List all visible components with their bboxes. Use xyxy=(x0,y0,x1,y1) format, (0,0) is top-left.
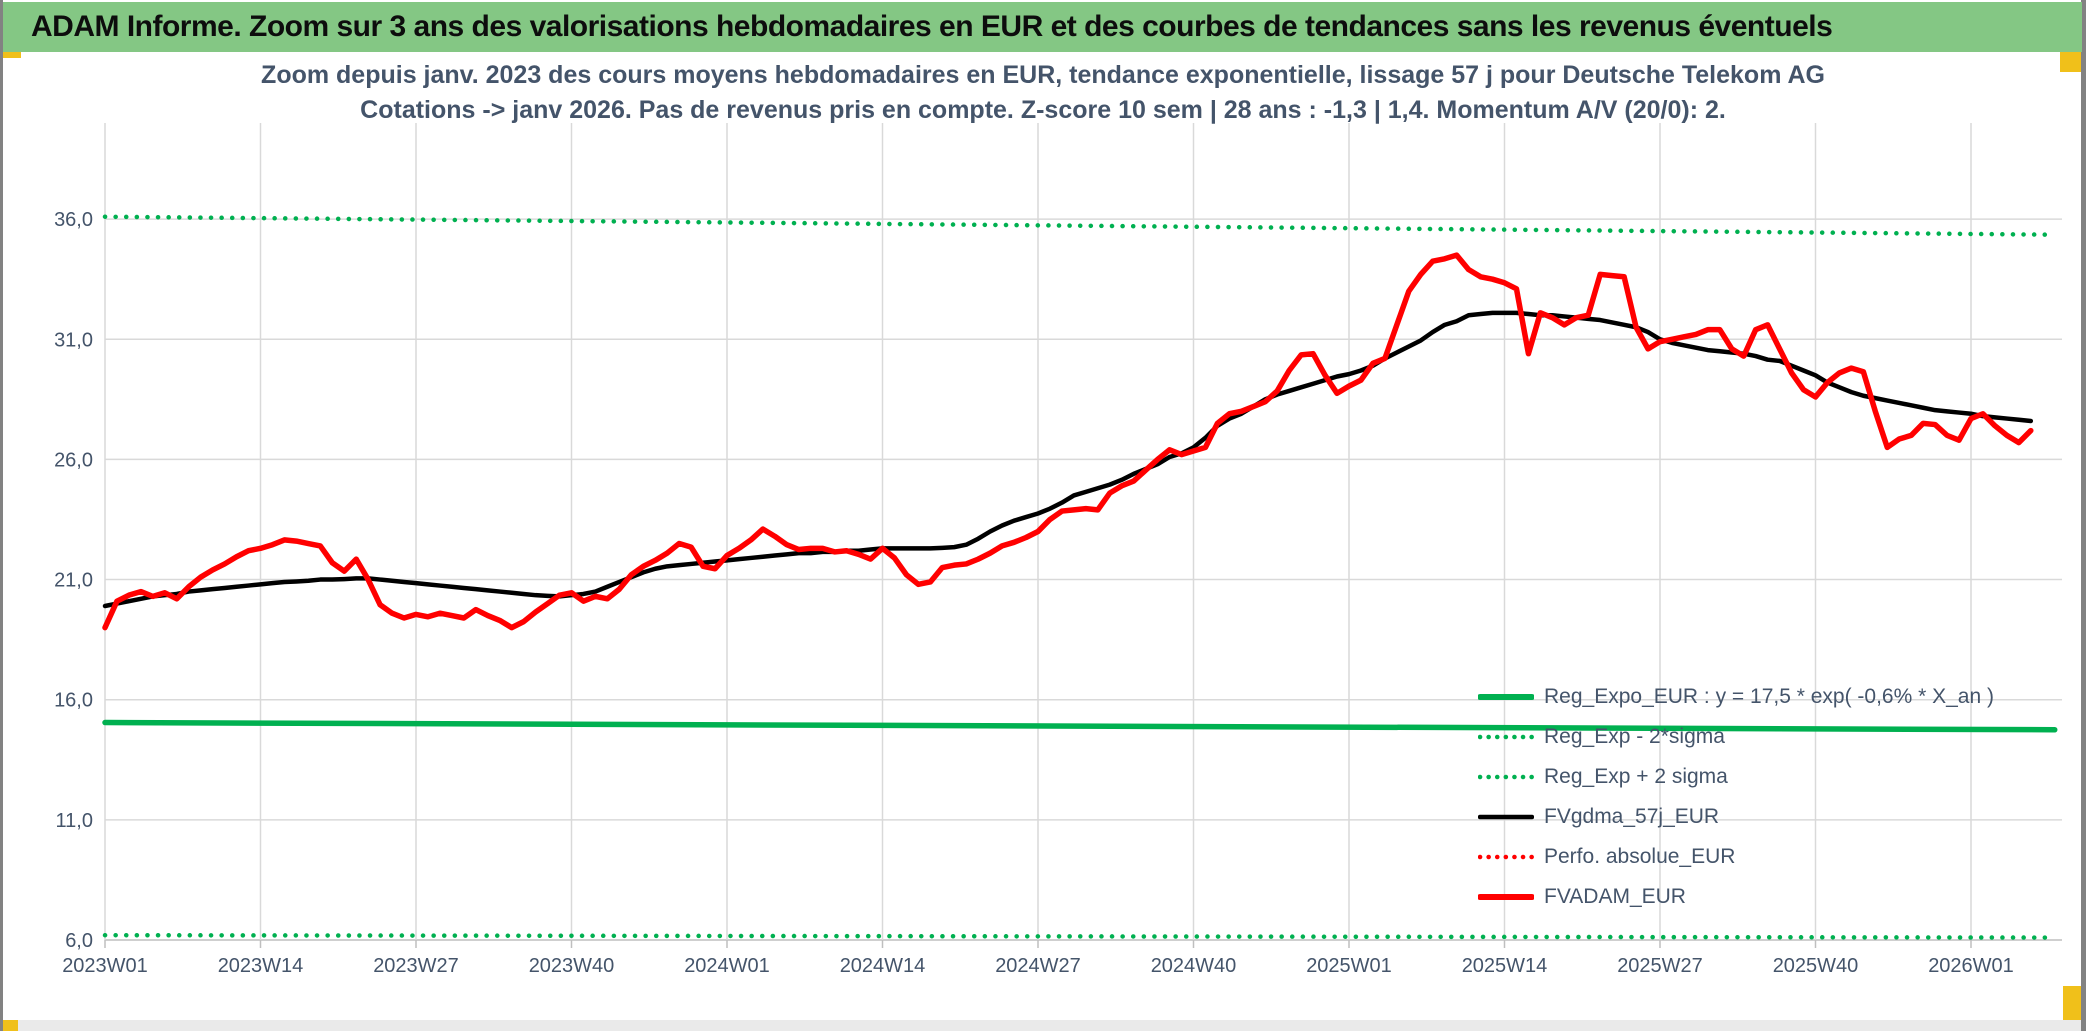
x-axis-label-2023W01: 2023W01 xyxy=(62,955,148,977)
legend-label: Perfo. absolue_EUR xyxy=(1544,845,1736,868)
legend-swatch-solid-thick-icon xyxy=(1478,694,1534,700)
x-axis-label-2024W14: 2024W14 xyxy=(840,955,926,977)
x-axis-label-2024W40: 2024W40 xyxy=(1151,955,1237,977)
y-axis-label-26,0: 26,0 xyxy=(54,449,93,471)
x-axis-label-2023W14: 2023W14 xyxy=(218,955,304,977)
x-axis-label-2025W01: 2025W01 xyxy=(1306,955,1392,977)
series-line-Reg_Exp-2-sigma[interactable] xyxy=(102,932,2057,940)
chart-title-line1: Zoom depuis janv. 2023 des cours moyens … xyxy=(261,61,1825,89)
x-axis-label-2024W01: 2024W01 xyxy=(684,955,770,977)
series-line-Reg_Exp-2-sigma[interactable] xyxy=(102,214,2057,237)
legend-label: Reg_Exp + 2 sigma xyxy=(1544,765,1728,788)
legend-label: Reg_Exp - 2*sigma xyxy=(1544,725,1725,748)
legend-entry-2[interactable]: Reg_Exp + 2 sigma xyxy=(1478,757,1994,797)
x-axis-label-2025W40: 2025W40 xyxy=(1773,955,1859,977)
legend-label: Reg_Expo_EUR : y = 17,5 * exp( -0,6% * X… xyxy=(1544,685,1994,708)
banner-title: ADAM Informe. Zoom sur 3 ans des valoris… xyxy=(31,10,1833,43)
left-frame-strip xyxy=(0,0,3,1031)
x-axis-label-2025W27: 2025W27 xyxy=(1617,955,1703,977)
legend-entry-0[interactable]: Reg_Expo_EUR : y = 17,5 * exp( -0,6% * X… xyxy=(1478,677,1994,717)
chart-title: Zoom depuis janv. 2023 des cours moyens … xyxy=(0,58,2086,128)
y-axis-label-21,0: 21,0 xyxy=(54,570,93,592)
accent-gold-banner-underline xyxy=(3,52,21,58)
y-axis-label-31,0: 31,0 xyxy=(54,329,93,351)
series-line-Reg_Expo_EUR-y-17-5-exp-0-6-X_an-[interactable] xyxy=(102,719,2058,733)
x-axis-label-2025W14: 2025W14 xyxy=(1462,955,1548,977)
legend-swatch-dotted-icon xyxy=(1478,774,1534,780)
accent-gold-bottom-right-bar xyxy=(2063,986,2081,1026)
x-axis-label-2026W01: 2026W01 xyxy=(1928,955,2014,977)
y-axis-label-11,0: 11,0 xyxy=(56,810,93,832)
y-axis-label-6,0: 6,0 xyxy=(65,930,93,952)
legend-swatch-dotted-icon xyxy=(1478,734,1534,740)
top-banner: ADAM Informe. Zoom sur 3 ans des valoris… xyxy=(3,2,2082,52)
chart-title-line2: Cotations -> janv 2026. Pas de revenus p… xyxy=(360,96,1726,124)
legend-swatch-solid-thick-icon xyxy=(1478,894,1534,900)
accent-gold-bottom-left-square xyxy=(3,1020,18,1031)
series-line-FVgdma_57j_EUR[interactable] xyxy=(102,310,2034,609)
y-axis-label-16,0: 16,0 xyxy=(54,690,93,712)
legend-label: FVgdma_57j_EUR xyxy=(1544,805,1720,828)
right-frame-strip xyxy=(2081,0,2086,1031)
legend-swatch-dotted-icon xyxy=(1478,854,1534,860)
legend-entry-5[interactable]: FVADAM_EUR xyxy=(1478,877,1994,917)
y-axis-label-36,0: 36,0 xyxy=(54,209,93,231)
legend-swatch-solid-icon xyxy=(1478,814,1534,820)
legend-label: FVADAM_EUR xyxy=(1544,885,1686,908)
bottom-sheet-strip xyxy=(3,1020,2081,1031)
series-line-FVADAM_EUR[interactable] xyxy=(102,252,2034,631)
chart-legend[interactable]: Reg_Expo_EUR : y = 17,5 * exp( -0,6% * X… xyxy=(1478,677,1994,917)
accent-gold-top-right-corner xyxy=(2060,52,2081,72)
x-axis-label-2024W27: 2024W27 xyxy=(995,955,1081,977)
legend-entry-4[interactable]: Perfo. absolue_EUR xyxy=(1478,837,1994,877)
legend-entry-3[interactable]: FVgdma_57j_EUR xyxy=(1478,797,1994,837)
legend-entry-1[interactable]: Reg_Exp - 2*sigma xyxy=(1478,717,1994,757)
x-axis-label-2023W40: 2023W40 xyxy=(529,955,615,977)
x-axis-label-2023W27: 2023W27 xyxy=(373,955,459,977)
